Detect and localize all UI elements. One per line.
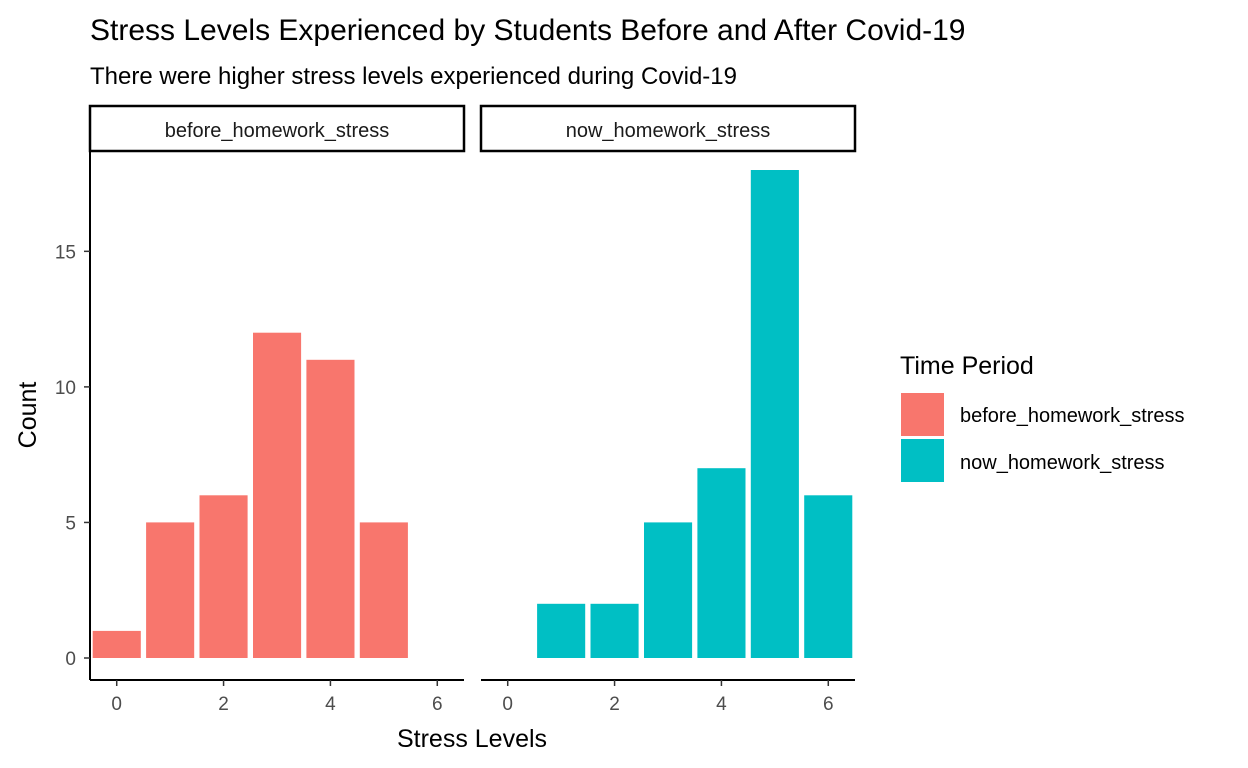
bars-before	[92, 332, 408, 658]
y-tick-label: 5	[65, 513, 76, 534]
bar-now-x1	[537, 603, 586, 658]
facet-strip-before	[88, 104, 466, 153]
y-ticks: 0 5 10 15	[55, 242, 90, 670]
x-tick-label: 2	[609, 694, 620, 715]
x-tick-label: 0	[502, 694, 513, 715]
bar-now-x5	[750, 170, 799, 658]
facet-strip-now	[479, 104, 857, 153]
legend-key-before	[901, 393, 944, 436]
facet-strip-label-before: before_homework_stress	[165, 120, 390, 142]
legend-title: Time Period	[900, 352, 1034, 380]
x-ticks-now: 0 2 4 6	[502, 680, 834, 715]
bar-now-x3	[644, 522, 693, 658]
bar-before-x4	[306, 359, 355, 658]
bar-before-x3	[253, 332, 302, 658]
y-tick-label: 10	[55, 378, 76, 399]
legend-label-now: now_homework_stress	[960, 452, 1165, 474]
y-axis-title: Count	[14, 382, 42, 449]
legend-label-before: before_homework_stress	[960, 405, 1185, 427]
x-tick-label: 2	[218, 694, 229, 715]
facet-panel-now: now_homework_stress 0 2 4 6	[479, 104, 857, 715]
facet-strip-label-now: now_homework_stress	[566, 120, 771, 142]
bar-now-x2	[590, 603, 639, 658]
x-ticks-before: 0 2 4 6	[111, 680, 443, 715]
bar-now-x6	[804, 495, 853, 658]
y-tick-label: 0	[65, 649, 76, 670]
bars-now	[537, 170, 853, 658]
x-axis-title: Stress Levels	[397, 725, 547, 753]
chart-title: Stress Levels Experienced by Students Be…	[90, 14, 966, 47]
legend: Time Period before_homework_stress now_h…	[900, 352, 1185, 482]
x-tick-label: 6	[823, 694, 834, 715]
y-tick-label: 15	[55, 242, 76, 263]
x-tick-label: 0	[111, 694, 122, 715]
x-tick-label: 4	[716, 694, 727, 715]
facet-panel-before: before_homework_stress 0 2 4 6 0 5 10 15	[55, 104, 466, 715]
bar-before-x0	[92, 630, 141, 658]
x-tick-label: 4	[325, 694, 336, 715]
legend-key-now	[901, 439, 944, 482]
bar-before-x2	[199, 495, 248, 658]
x-tick-label: 6	[432, 694, 443, 715]
bar-before-x1	[146, 522, 195, 658]
bar-now-x4	[697, 468, 746, 658]
chart-subtitle: There were higher stress levels experien…	[90, 63, 737, 90]
bar-before-x5	[359, 522, 408, 658]
